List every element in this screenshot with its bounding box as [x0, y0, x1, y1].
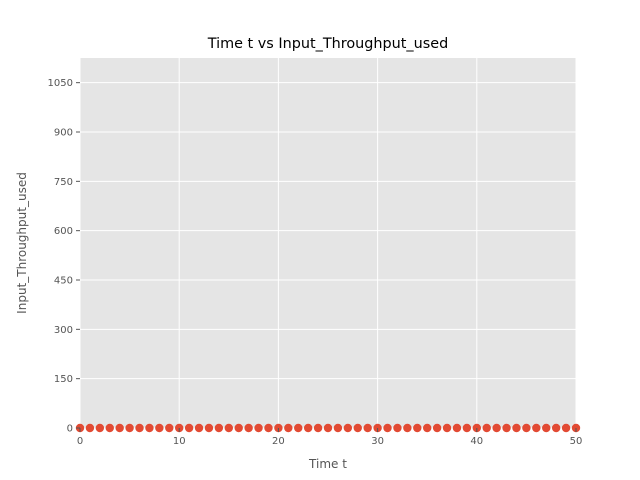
data-point — [403, 423, 412, 433]
y-tick-label: 750 — [54, 177, 73, 188]
y-tick-label: 900 — [54, 128, 73, 139]
data-point — [294, 423, 303, 433]
data-point — [393, 423, 402, 433]
data-point — [561, 423, 571, 433]
y-tick-label: 600 — [54, 226, 73, 237]
data-point — [413, 423, 422, 433]
x-tick-label: 50 — [570, 436, 583, 447]
x-axis-label: Time t — [308, 457, 347, 471]
data-point — [522, 423, 531, 433]
data-point — [512, 423, 521, 433]
x-tick-label: 10 — [173, 436, 186, 447]
x-tick-label: 20 — [272, 436, 285, 447]
data-point — [462, 423, 472, 433]
data-point — [423, 423, 432, 433]
data-point — [303, 423, 313, 433]
data-point — [383, 423, 392, 433]
data-point — [254, 423, 263, 433]
data-point — [145, 423, 154, 433]
y-axis-label: Input_Throughput_used — [15, 172, 29, 314]
data-point — [105, 423, 114, 433]
y-tick-label: 150 — [54, 374, 73, 385]
data-point — [125, 423, 134, 433]
data-point — [532, 423, 541, 433]
data-point — [85, 423, 95, 433]
data-point — [313, 423, 323, 433]
data-point — [502, 423, 511, 433]
data-point — [234, 423, 243, 433]
y-ticks: 0 150 300 450 600 750 900 1050 — [48, 78, 80, 435]
data-points — [75, 423, 581, 433]
grid — [79, 58, 577, 429]
y-tick-label: 300 — [54, 325, 73, 336]
data-point — [452, 423, 462, 433]
data-point — [482, 423, 491, 433]
chart-title: Time t vs Input_Throughput_used — [207, 36, 448, 52]
data-point — [492, 423, 501, 433]
data-point — [432, 423, 442, 433]
x-tick-label: 30 — [371, 436, 384, 447]
data-point — [184, 423, 194, 433]
data-point — [244, 423, 253, 433]
plot-area — [80, 58, 576, 428]
y-tick-label: 1050 — [48, 78, 73, 89]
data-point — [194, 423, 204, 433]
data-point — [135, 423, 144, 433]
y-tick-label: 450 — [54, 276, 73, 287]
y-tick-label: 0 — [67, 424, 73, 435]
data-point — [204, 423, 214, 433]
data-point — [542, 423, 551, 433]
data-point — [363, 423, 372, 433]
x-ticks: 0 10 20 30 40 50 — [77, 428, 583, 447]
x-tick-label: 0 — [77, 436, 83, 447]
data-point — [551, 423, 561, 433]
x-tick-label: 40 — [470, 436, 483, 447]
data-point — [442, 423, 452, 433]
data-point — [353, 423, 362, 433]
data-point — [264, 423, 273, 433]
data-point — [343, 423, 353, 433]
data-point — [284, 423, 293, 433]
data-point — [95, 423, 105, 433]
data-point — [224, 423, 233, 433]
data-point — [155, 423, 164, 433]
data-point — [333, 423, 343, 433]
data-point — [115, 423, 124, 433]
data-point — [214, 423, 224, 433]
data-point — [165, 423, 174, 433]
data-point — [323, 423, 333, 433]
